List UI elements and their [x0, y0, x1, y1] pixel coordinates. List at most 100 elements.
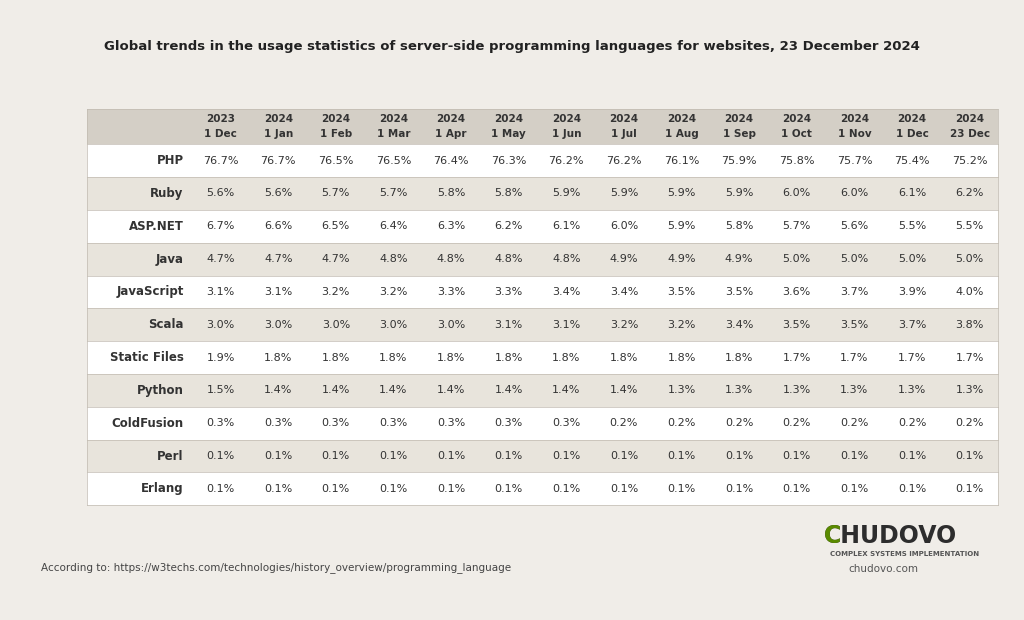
Text: 0.1%: 0.1% [898, 451, 926, 461]
Text: 1 Jun: 1 Jun [552, 129, 581, 140]
Text: 76.5%: 76.5% [376, 156, 412, 166]
Text: 4.8%: 4.8% [495, 254, 523, 264]
Text: 1.4%: 1.4% [264, 386, 293, 396]
Text: CHUDOVO: CHUDOVO [824, 525, 957, 548]
Text: 76.5%: 76.5% [318, 156, 353, 166]
Text: 4.7%: 4.7% [322, 254, 350, 264]
Text: 3.5%: 3.5% [841, 320, 868, 330]
Text: chudovo.com: chudovo.com [849, 564, 919, 574]
Text: 1 Aug: 1 Aug [665, 129, 698, 140]
Text: 6.7%: 6.7% [207, 221, 234, 231]
Text: 1.7%: 1.7% [782, 353, 811, 363]
Text: 1 Dec: 1 Dec [204, 129, 238, 140]
Text: 1.3%: 1.3% [898, 386, 926, 396]
Text: ColdFusion: ColdFusion [112, 417, 183, 430]
Text: 0.1%: 0.1% [668, 484, 695, 494]
Text: 4.9%: 4.9% [668, 254, 695, 264]
Text: 2024: 2024 [495, 114, 523, 124]
Text: 5.5%: 5.5% [955, 221, 984, 231]
Text: 2024: 2024 [782, 114, 811, 124]
Text: Erlang: Erlang [141, 482, 183, 495]
Text: 4.7%: 4.7% [264, 254, 293, 264]
Text: 3.4%: 3.4% [725, 320, 754, 330]
Text: 6.1%: 6.1% [552, 221, 581, 231]
Text: 5.0%: 5.0% [782, 254, 811, 264]
Text: 0.1%: 0.1% [610, 484, 638, 494]
Text: JavaScript: JavaScript [117, 285, 183, 298]
Text: 0.1%: 0.1% [495, 451, 523, 461]
Text: Java: Java [156, 252, 183, 265]
Text: 3.2%: 3.2% [322, 287, 350, 297]
Text: Global trends in the usage statistics of server-side programming languages for w: Global trends in the usage statistics of… [104, 40, 920, 53]
Text: 75.4%: 75.4% [894, 156, 930, 166]
Text: 1.8%: 1.8% [264, 353, 293, 363]
Text: 0.3%: 0.3% [207, 418, 234, 428]
Text: Perl: Perl [157, 450, 183, 463]
Text: 0.3%: 0.3% [437, 418, 465, 428]
Text: 3.0%: 3.0% [322, 320, 350, 330]
Text: 0.1%: 0.1% [782, 484, 811, 494]
Text: 0.1%: 0.1% [379, 451, 408, 461]
Text: 5.6%: 5.6% [207, 188, 234, 198]
Text: 4.0%: 4.0% [955, 287, 984, 297]
Text: 6.2%: 6.2% [955, 188, 984, 198]
Text: 6.0%: 6.0% [610, 221, 638, 231]
Text: 3.1%: 3.1% [552, 320, 581, 330]
Text: 3.5%: 3.5% [782, 320, 811, 330]
Text: Python: Python [137, 384, 183, 397]
Text: 76.7%: 76.7% [260, 156, 296, 166]
Text: 4.8%: 4.8% [552, 254, 581, 264]
Text: 1.4%: 1.4% [437, 386, 465, 396]
Text: 3.1%: 3.1% [207, 287, 234, 297]
Text: 6.3%: 6.3% [437, 221, 465, 231]
Text: 6.5%: 6.5% [322, 221, 350, 231]
Text: 0.2%: 0.2% [668, 418, 695, 428]
Text: 3.0%: 3.0% [264, 320, 293, 330]
Text: 3.1%: 3.1% [264, 287, 293, 297]
Text: 2024: 2024 [667, 114, 696, 124]
Text: According to: https://w3techs.com/technologies/history_overview/programming_lang: According to: https://w3techs.com/techno… [41, 562, 511, 573]
Text: 2024: 2024 [552, 114, 581, 124]
Text: 1.3%: 1.3% [841, 386, 868, 396]
Text: 1.8%: 1.8% [725, 353, 754, 363]
Text: 0.3%: 0.3% [552, 418, 581, 428]
Text: 1.3%: 1.3% [955, 386, 984, 396]
Text: 0.3%: 0.3% [264, 418, 293, 428]
Text: 2024: 2024 [840, 114, 869, 124]
Text: 4.8%: 4.8% [379, 254, 408, 264]
Text: 1 Apr: 1 Apr [435, 129, 467, 140]
Text: 0.2%: 0.2% [955, 418, 984, 428]
Text: 0.1%: 0.1% [207, 484, 234, 494]
Text: 6.6%: 6.6% [264, 221, 293, 231]
Text: 1 Nov: 1 Nov [838, 129, 871, 140]
Text: 1.3%: 1.3% [782, 386, 811, 396]
Text: 1.7%: 1.7% [898, 353, 926, 363]
Text: 5.7%: 5.7% [322, 188, 350, 198]
Text: 1.3%: 1.3% [668, 386, 695, 396]
Text: 0.1%: 0.1% [437, 451, 465, 461]
Text: 1 May: 1 May [492, 129, 526, 140]
Text: 0.1%: 0.1% [841, 451, 868, 461]
Text: 5.9%: 5.9% [668, 221, 695, 231]
Text: 0.1%: 0.1% [610, 451, 638, 461]
Text: 1.8%: 1.8% [668, 353, 695, 363]
Text: 76.4%: 76.4% [433, 156, 469, 166]
Text: 1.8%: 1.8% [552, 353, 581, 363]
Text: 5.9%: 5.9% [609, 188, 638, 198]
Text: 4.7%: 4.7% [207, 254, 234, 264]
Text: 0.1%: 0.1% [955, 484, 984, 494]
Text: 2024: 2024 [436, 114, 466, 124]
Text: 6.1%: 6.1% [898, 188, 926, 198]
Text: 5.6%: 5.6% [841, 221, 868, 231]
Text: 3.3%: 3.3% [437, 287, 465, 297]
Text: 0.2%: 0.2% [609, 418, 638, 428]
Text: 5.5%: 5.5% [898, 221, 926, 231]
Text: 3.3%: 3.3% [495, 287, 523, 297]
Text: 5.9%: 5.9% [552, 188, 581, 198]
Text: 0.1%: 0.1% [264, 451, 293, 461]
Text: 1.5%: 1.5% [207, 386, 234, 396]
Text: 3.8%: 3.8% [955, 320, 984, 330]
Text: 5.6%: 5.6% [264, 188, 293, 198]
Text: 0.3%: 0.3% [322, 418, 350, 428]
Text: 1 Oct: 1 Oct [781, 129, 812, 140]
